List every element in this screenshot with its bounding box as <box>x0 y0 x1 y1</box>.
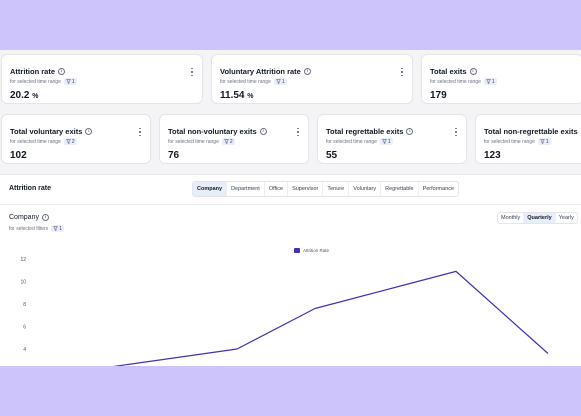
tab-tenure[interactable]: Tenure <box>323 182 350 196</box>
filter-chip[interactable]: 2 <box>221 138 235 145</box>
more-options-icon[interactable] <box>454 128 458 136</box>
tab-company[interactable]: Company <box>193 182 228 196</box>
card-title: Total regrettable exits <box>326 127 404 136</box>
filter-icon <box>223 139 229 144</box>
tab-department[interactable]: Department <box>227 182 265 196</box>
card-unit: % <box>32 93 39 100</box>
filter-count: 1 <box>281 78 285 85</box>
filter-chip[interactable]: 1 <box>483 78 497 85</box>
card-subtitle: for selected time range <box>168 138 219 145</box>
card-title: Total non-regrettable exits <box>484 127 578 136</box>
info-icon[interactable]: i <box>259 128 267 135</box>
attrition-line-chart: Attrition Rate 12 10 8 6 4 <box>0 241 581 366</box>
filter-icon <box>65 139 71 144</box>
filter-count: 1 <box>59 225 62 232</box>
y-tick-label: 10 <box>20 280 26 286</box>
filter-count: 1 <box>545 138 549 145</box>
y-tick-label: 4 <box>23 347 26 353</box>
filter-chip[interactable]: 1 <box>63 78 77 85</box>
dimension-tabs: Company Department Office Supervisor Ten… <box>192 181 460 197</box>
card-subtitle: for selected time range <box>326 138 377 145</box>
filter-icon <box>485 79 491 84</box>
filter-icon <box>381 139 387 144</box>
filter-count: 2 <box>229 138 233 145</box>
card-title: Total voluntary exits <box>10 127 83 136</box>
card-value: 123 <box>484 150 501 161</box>
filter-icon <box>53 226 59 231</box>
info-icon[interactable]: i <box>406 128 414 135</box>
card-value: 20.2 <box>10 90 30 101</box>
info-icon[interactable]: i <box>41 214 49 221</box>
card-unit: % <box>247 93 254 100</box>
card-title: Total exits <box>430 67 467 76</box>
card-attrition-rate: Attrition rate i for selected time range 1… <box>1 54 203 104</box>
filter-chip[interactable]: 1 <box>379 138 393 145</box>
card-value: 179 <box>430 90 447 101</box>
legend-label: Attrition Rate <box>303 248 330 253</box>
more-options-icon[interactable] <box>400 68 404 76</box>
filter-count: 1 <box>491 78 495 85</box>
y-tick-label: 6 <box>23 325 26 331</box>
card-subtitle: for selected time range <box>10 78 61 85</box>
chart-plot-area: 12 10 8 6 4 <box>20 257 549 366</box>
dashboard-sheet: Attrition rate i for selected time range 1… <box>0 50 581 366</box>
filter-chip[interactable]: 2 <box>63 138 77 145</box>
tab-office[interactable]: Office <box>265 182 289 196</box>
filter-icon <box>275 79 281 84</box>
filter-icon <box>539 139 545 144</box>
more-options-icon[interactable] <box>138 128 142 136</box>
y-tick-label: 12 <box>20 257 26 263</box>
tab-performance[interactable]: Performance <box>422 186 455 192</box>
chart-subtitle: for selected filters <box>9 225 49 232</box>
more-options-icon[interactable] <box>296 128 300 136</box>
legend-swatch <box>294 248 300 253</box>
chart-legend[interactable]: Attrition Rate <box>294 248 329 253</box>
card-title: Attrition rate <box>10 67 55 76</box>
card-total-exits: Total exits i for selected time range 1 17… <box>421 54 581 104</box>
tab-voluntary[interactable]: Voluntary <box>349 182 382 196</box>
period-monthly[interactable]: Monthly <box>498 213 525 223</box>
info-icon[interactable]: i <box>58 68 65 75</box>
more-options-icon[interactable] <box>190 68 194 76</box>
card-subtitle: for selected time range <box>220 78 271 85</box>
card-subtitle: for selected time range <box>430 78 481 85</box>
card-total-regrettable-exits: Total regrettable exits i for selected ti… <box>317 114 467 164</box>
y-tick-label: 8 <box>23 302 26 308</box>
filter-count: 1 <box>71 78 75 85</box>
tab-regrettable[interactable]: Regrettable <box>381 182 419 196</box>
series-line-attrition-rate[interactable] <box>110 270 549 366</box>
card-value: 11.54 <box>220 90 245 101</box>
card-value: 76 <box>168 150 180 161</box>
tab-supervisor[interactable]: Supervisor <box>288 182 324 196</box>
divider <box>0 204 581 205</box>
filter-chip[interactable]: 1 <box>537 138 551 145</box>
filter-icon <box>65 79 71 84</box>
info-icon[interactable]: i <box>303 68 311 75</box>
card-subtitle: for selected time range <box>10 138 61 145</box>
card-total-voluntary-exits: Total voluntary exits i for selected time… <box>1 114 151 164</box>
period-toggle: Monthly Quarterly Yearly <box>497 212 578 224</box>
panel-title: Attrition rate <box>9 185 51 192</box>
card-title: Voluntary Attrition rate <box>220 67 301 76</box>
card-total-non-voluntary-exits: Total non-voluntary exits i for selected … <box>159 114 309 164</box>
card-value: 102 <box>10 150 27 161</box>
filter-chip[interactable]: 1 <box>51 225 64 232</box>
period-yearly[interactable]: Yearly <box>558 215 574 221</box>
card-value: 55 <box>326 150 338 161</box>
card-title: Total non-voluntary exits <box>168 127 257 136</box>
filter-count: 1 <box>387 138 391 145</box>
period-quarterly[interactable]: Quarterly <box>524 213 556 223</box>
attrition-rate-panel: Attrition rate Company Department Office… <box>0 174 581 366</box>
chart-title: Company <box>9 214 39 221</box>
filter-count: 2 <box>71 138 75 145</box>
info-icon[interactable]: i <box>469 68 477 75</box>
filter-chip[interactable]: 1 <box>273 78 287 85</box>
info-icon[interactable]: i <box>85 128 93 135</box>
card-subtitle: for selected time range <box>484 138 535 145</box>
card-voluntary-attrition-rate: Voluntary Attrition rate i for selected t… <box>211 54 413 104</box>
